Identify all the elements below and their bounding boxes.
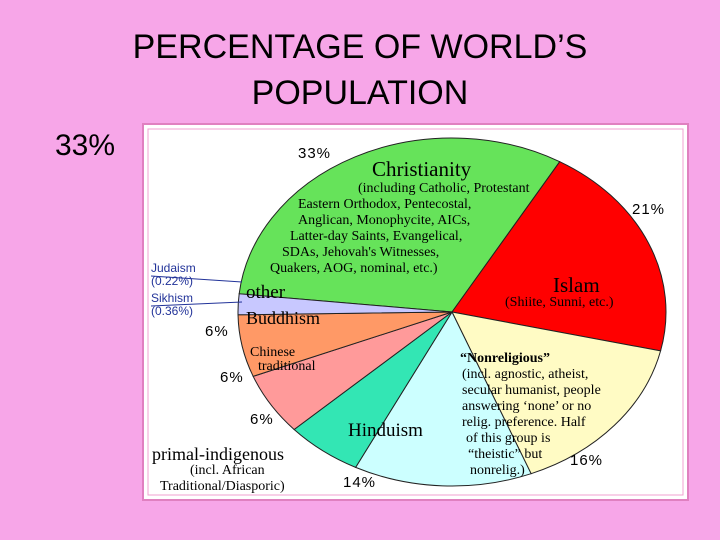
- annotation-value: (0.36%): [151, 304, 193, 318]
- title-line: PERCENTAGE OF WORLD’S: [133, 28, 588, 66]
- value-label: 6%: [205, 323, 229, 340]
- slice-label: “Nonreligious”: [460, 351, 550, 366]
- slice-detail: (including Catholic, Protestant: [358, 181, 530, 196]
- value-label: 33%: [298, 145, 331, 162]
- slice-detail: (incl. African: [190, 463, 265, 478]
- value-label: 21%: [632, 201, 665, 218]
- annotation-value: (0.22%): [151, 274, 193, 288]
- slice-label: other: [246, 282, 286, 303]
- slice-detail: relig. preference. Half: [462, 415, 586, 430]
- slice-detail: Latter-day Saints, Evangelical,: [290, 229, 462, 244]
- slice-detail: (Shiite, Sunni, etc.): [505, 295, 614, 310]
- image-inner-frame: [147, 128, 684, 496]
- slice-detail: “theistic” but: [468, 447, 542, 462]
- slice-detail: nonrelig.): [470, 463, 525, 478]
- slice-detail: Traditional/Diasporic): [160, 479, 285, 494]
- value-label: 6%: [250, 411, 274, 428]
- pie-slice: [451, 311, 662, 475]
- slice-detail: Quakers, AOG, nominal, etc.): [270, 261, 438, 276]
- slice-detail: of this group is: [466, 431, 550, 446]
- pie-slice: [237, 293, 453, 316]
- slice-detail: SDAs, Jehovah's Witnesses,: [282, 245, 439, 260]
- slice-label: Chinese traditional: [250, 345, 316, 374]
- pie-slice: [451, 161, 667, 352]
- slice-detail: answering ‘none’ or no: [462, 399, 591, 414]
- value-label: 14%: [343, 474, 376, 491]
- annotation-leader: [150, 275, 243, 283]
- value-label: 6%: [220, 369, 244, 386]
- pie-slice: [354, 310, 532, 487]
- slice-label: Islam: [553, 273, 600, 297]
- slice-detail: Anglican, Monophycite, AICs,: [298, 213, 470, 228]
- pie: [237, 137, 667, 487]
- value-label: 16%: [570, 452, 603, 469]
- labels: Christianity(including Catholic, Protest…: [150, 145, 665, 494]
- slice-detail: Eastern Orthodox, Pentecostal,: [298, 197, 471, 212]
- slice-label: Hinduism: [348, 420, 423, 441]
- side-label: 33%: [55, 129, 115, 162]
- slice-detail: secular humanist, people: [462, 383, 601, 398]
- annotation-leader: [150, 301, 243, 307]
- annotation-name: Judaism: [151, 261, 196, 275]
- pie-slice: [238, 137, 561, 313]
- slice-detail: (incl. agnostic, atheist,: [462, 367, 588, 382]
- title-line: POPULATION: [252, 74, 469, 112]
- slice-label: primal-indigenous: [152, 444, 284, 464]
- slice-label: Christianity: [372, 157, 472, 181]
- slice-label: Buddhism: [246, 308, 320, 328]
- annotation-name: Sikhism: [151, 291, 193, 305]
